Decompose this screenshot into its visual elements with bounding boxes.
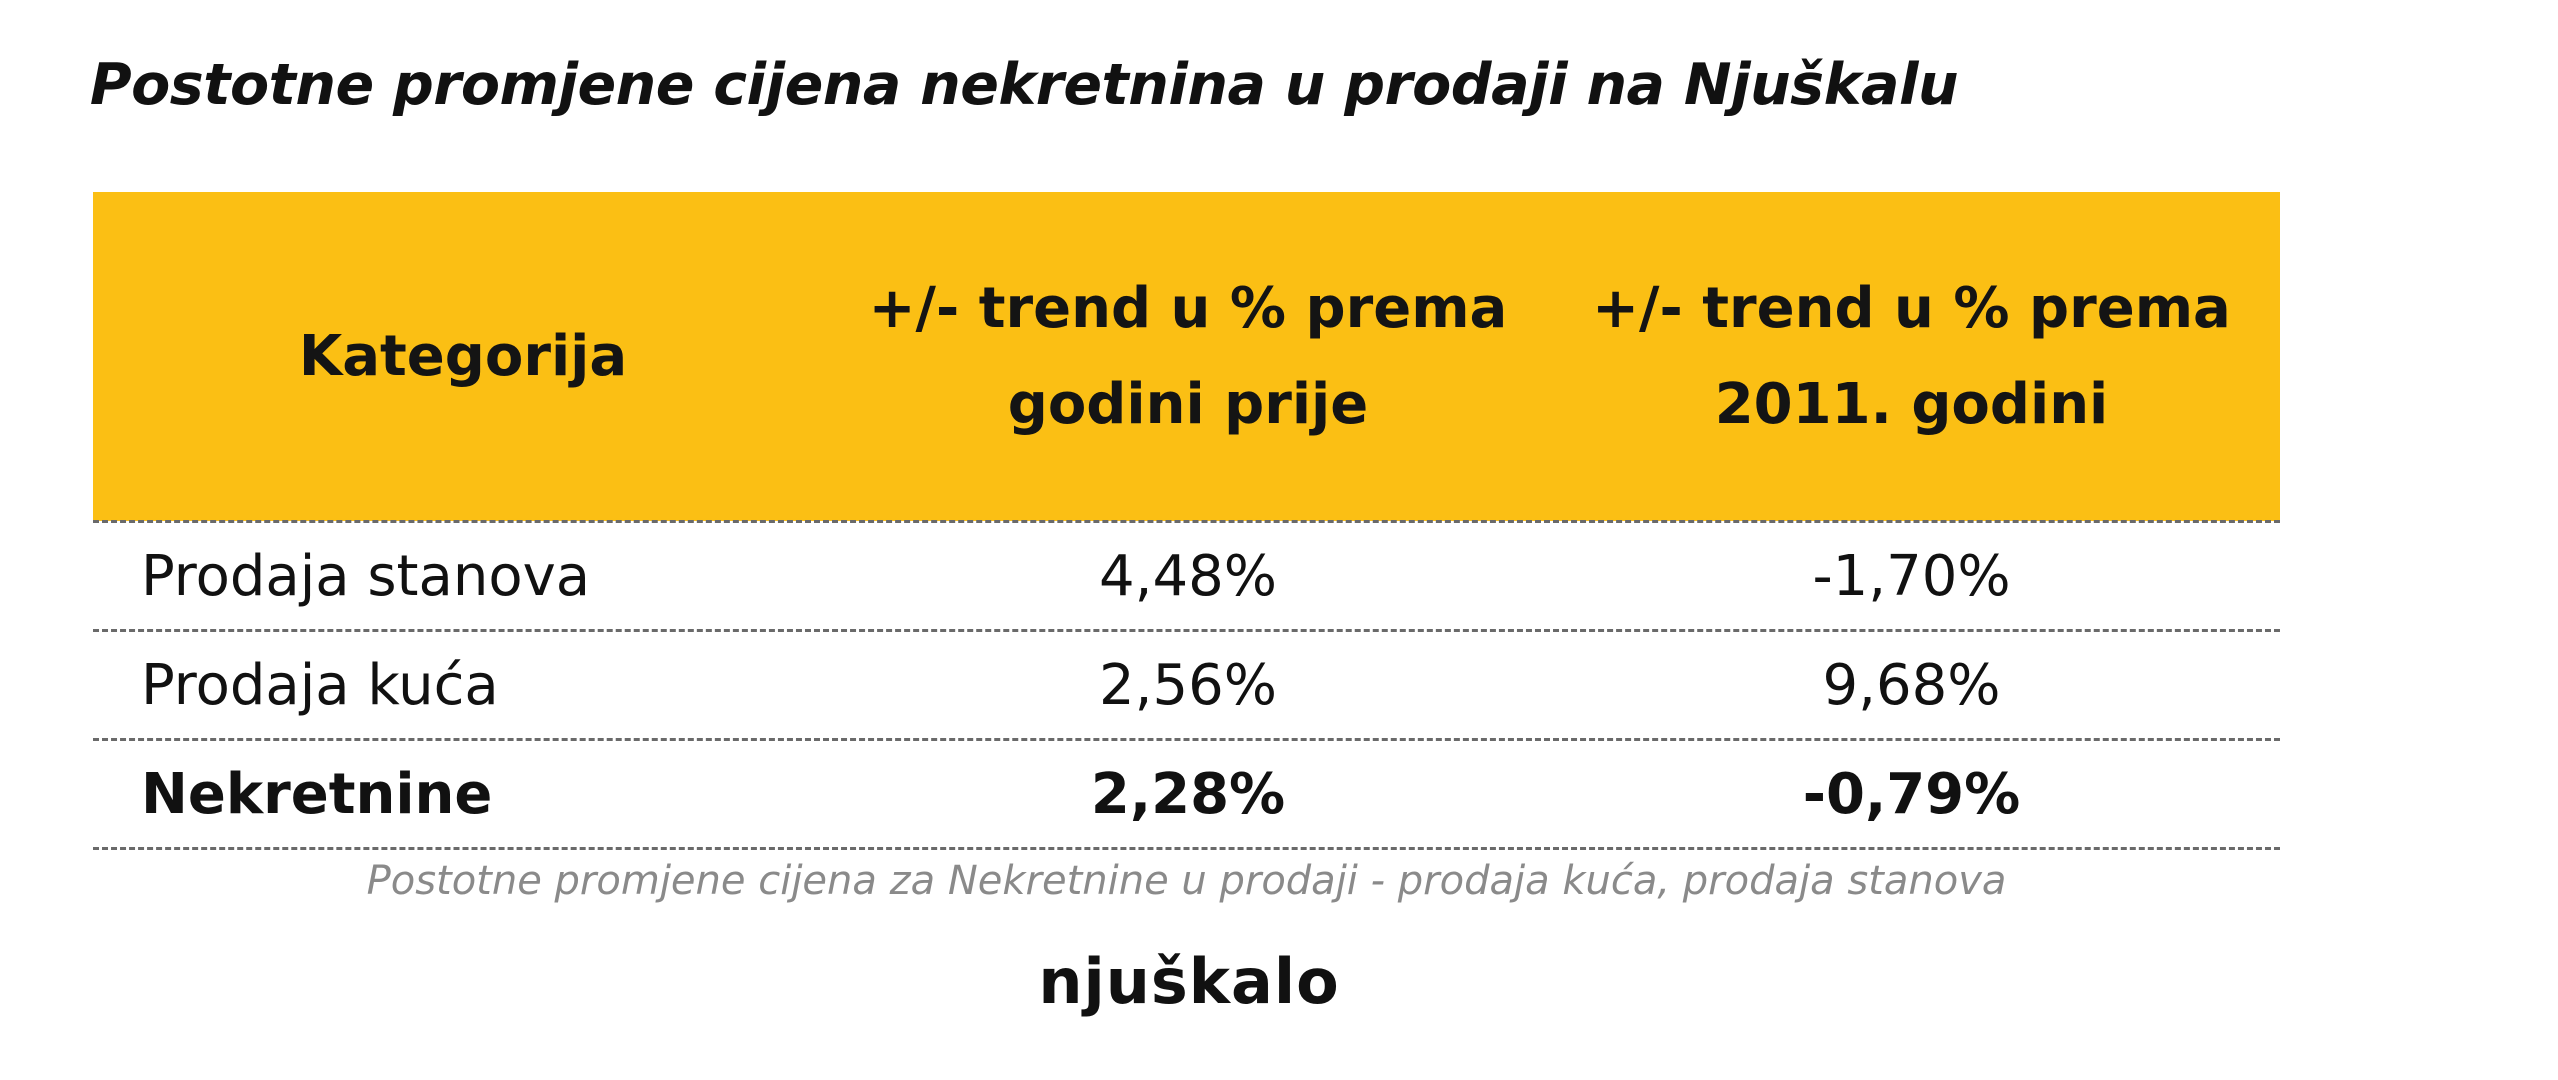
table-divider (93, 520, 2280, 523)
table-caption: Postotne promjene cijena za Nekretnine u… (366, 858, 2007, 904)
header-trend-2011-line2: 2011. godini (1714, 371, 2109, 437)
header-trend-2011: +/- trend u % prema 2011. godini (1543, 192, 2280, 521)
table-row-total: Nekretnine 2,28% -0,79% (93, 741, 2280, 850)
cell-vs-2011: -0,79% (1802, 761, 2021, 827)
cell-prev-year: 2,28% (1090, 761, 1286, 827)
cell-prev-year: 2,56% (1099, 652, 1277, 718)
cell-vs-2011: -1,70% (1812, 543, 2011, 609)
table-header: Kategorija +/- trend u % prema godini pr… (93, 192, 2280, 521)
table-row: Prodaja kuća 2,56% 9,68% (93, 632, 2280, 741)
header-kategorija-label: Kategorija (298, 323, 628, 389)
table-row: Prodaja stanova 4,48% -1,70% (93, 523, 2280, 632)
cell-category: Prodaja kuća (141, 652, 499, 718)
page-title: Postotne promjene cijena nekretnina u pr… (89, 52, 1959, 118)
njuskalo-logo: njuškalo (1038, 945, 1340, 1018)
header-trend-prev-year-line2: godini prije (1007, 371, 1369, 437)
cell-category: Nekretnine (141, 761, 493, 827)
cell-category: Prodaja stanova (141, 543, 591, 609)
cell-vs-2011: 9,68% (1822, 652, 2001, 718)
cell-prev-year: 4,48% (1099, 543, 1277, 609)
header-trend-2011-line1: +/- trend u % prema (1592, 275, 2231, 341)
header-trend-prev-year-line1: +/- trend u % prema (868, 275, 1508, 341)
header-trend-prev-year: +/- trend u % prema godini prije (833, 192, 1543, 521)
header-kategorija: Kategorija (93, 192, 833, 521)
